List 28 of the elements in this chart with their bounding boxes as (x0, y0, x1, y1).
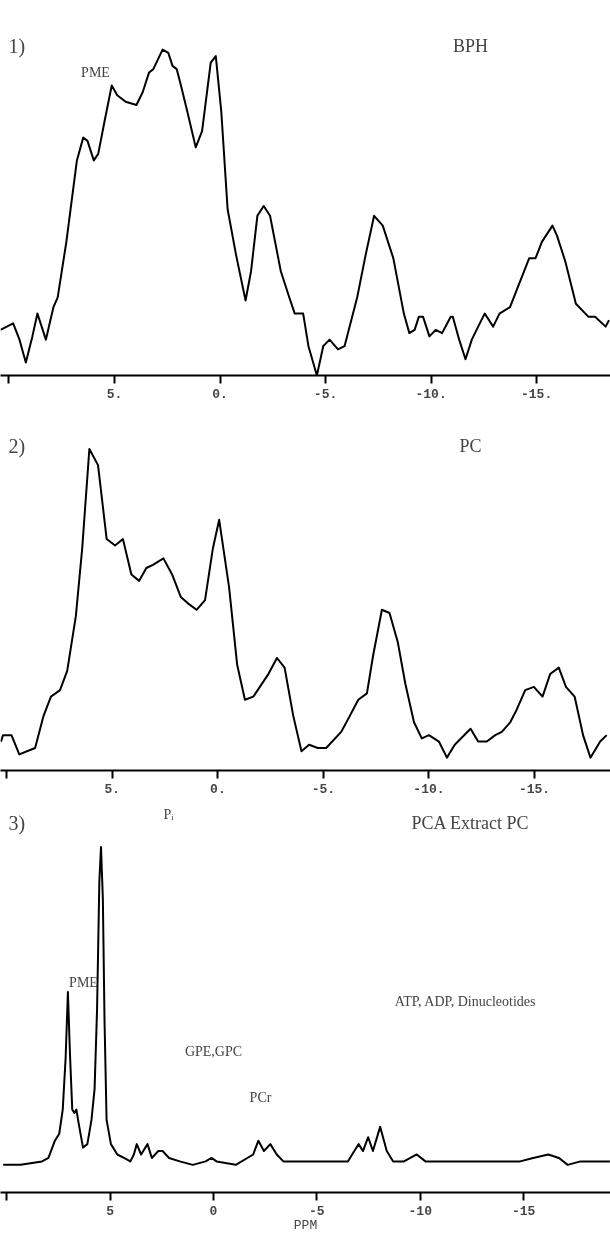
x-tick-label: -10. (413, 781, 445, 797)
x-tick-label: -10 (408, 1203, 433, 1219)
x-tick-label: -15. (518, 781, 551, 797)
annotation: 1) (8, 34, 26, 58)
annotation: ATP, ADP, Dinucleotides (394, 994, 536, 1009)
x-tick-label: -10. (415, 386, 447, 402)
x-axis-title: PPM (293, 1217, 318, 1233)
x-tick-label: 5. (106, 386, 123, 402)
chart-title: BPH (452, 35, 489, 56)
x-tick-label: 0. (212, 386, 228, 402)
annotation: GPE,GPC (184, 1044, 243, 1059)
x-tick-label: -15. (521, 386, 553, 402)
text: 3) (8, 811, 26, 835)
x-tick-label: -15 (511, 1203, 536, 1219)
annotation: PME (81, 65, 110, 80)
x-tick-label: -5. (313, 386, 338, 402)
annotation: PCr (249, 1090, 272, 1105)
x-tick-label: -5. (311, 781, 336, 797)
chart-title: PC (459, 435, 482, 456)
x-tick-label: 0 (209, 1203, 218, 1219)
chart-title: PCA Extract PC (411, 812, 529, 833)
annotation: PME (69, 975, 98, 990)
annotation: 2) (8, 434, 26, 458)
x-tick-label: 5 (106, 1203, 115, 1219)
text: Pᵢ (163, 807, 175, 822)
x-tick-label: 5. (104, 781, 121, 797)
x-tick-label: -5 (309, 1203, 325, 1219)
x-tick-label: 0. (210, 781, 226, 797)
